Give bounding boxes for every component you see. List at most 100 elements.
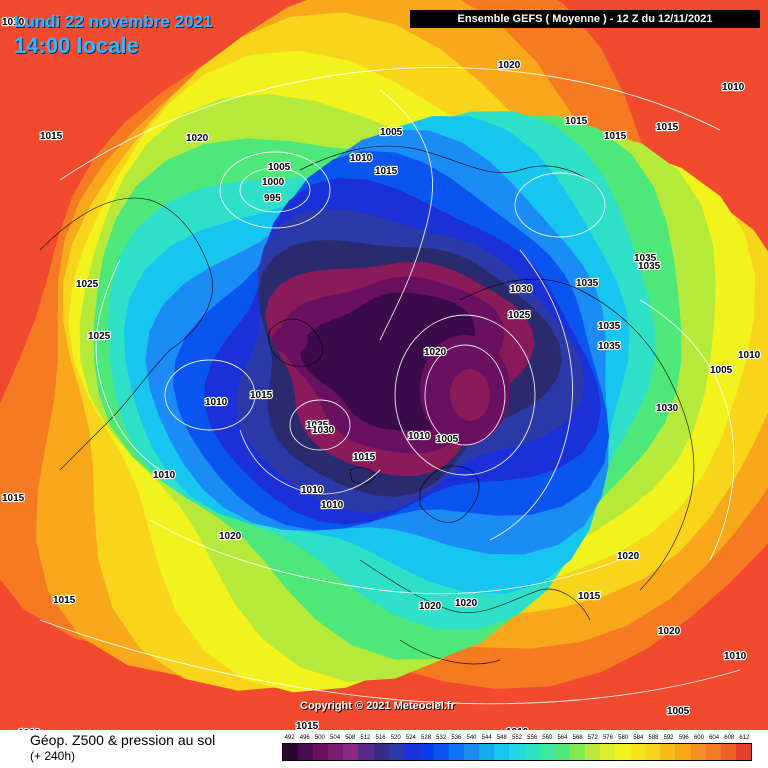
scale-tick-label: 596 bbox=[678, 735, 689, 741]
pressure-label: 1010 bbox=[506, 727, 529, 730]
scale-swatch bbox=[690, 744, 706, 760]
pressure-label: 1030 bbox=[312, 425, 335, 436]
scale-tick-label: 600 bbox=[693, 735, 704, 741]
scale-tick-label: 588 bbox=[648, 735, 659, 741]
copyright-notice: Copyright © 2021 Meteociel.fr bbox=[300, 700, 455, 712]
pressure-label: 1005 bbox=[268, 162, 291, 173]
scale-swatch bbox=[298, 744, 314, 760]
scale-swatch bbox=[584, 744, 600, 760]
scale-swatch bbox=[509, 744, 525, 760]
map-area: 1010 1015 1020 1020 1005 1005 1000 995 1010 1015 1… bbox=[0, 0, 768, 730]
pressure-label: 1025 bbox=[76, 279, 99, 290]
coastline-siberia bbox=[299, 145, 601, 191]
scale-tick-label: 528 bbox=[421, 735, 432, 741]
scale-tick-label: 504 bbox=[330, 735, 341, 741]
scale-swatch bbox=[645, 744, 661, 760]
coastline-greenland bbox=[268, 318, 323, 367]
pressure-label: 1035 bbox=[306, 420, 329, 431]
pressure-label: 1035 bbox=[638, 261, 661, 272]
pressure-label: 1030 bbox=[656, 403, 679, 414]
scale-tick-label: 536 bbox=[451, 735, 462, 741]
pressure-label: 1010 bbox=[153, 470, 176, 481]
scale-tick-label: 512 bbox=[360, 735, 371, 741]
scale-swatch bbox=[358, 744, 374, 760]
scale-swatch bbox=[388, 744, 404, 760]
scale-swatch bbox=[705, 744, 721, 760]
pressure-label: 1020 bbox=[498, 60, 521, 71]
pressure-label: 995 bbox=[264, 193, 281, 204]
legend-bar: Géop. Z500 & pression au sol (+ 240h) 49… bbox=[0, 730, 768, 768]
pressure-label: 1010 bbox=[350, 153, 373, 164]
scale-swatch bbox=[433, 744, 450, 760]
scale-tick-label: 532 bbox=[436, 735, 447, 741]
pressure-label: 1015 bbox=[2, 493, 25, 504]
forecast-date: Lundi 22 novembre 2021 bbox=[14, 12, 213, 31]
scale-tick-label: 524 bbox=[405, 735, 416, 741]
scale-tick-label: 560 bbox=[542, 735, 553, 741]
pressure-label: 1020 bbox=[219, 531, 242, 542]
scale-tick-label: 584 bbox=[633, 735, 644, 741]
model-run-label: Ensemble GEFS ( Moyenne ) - 12 Z du 12/1… bbox=[410, 10, 760, 28]
scale-tick-label: 508 bbox=[345, 735, 356, 741]
scale-tick-label: 576 bbox=[602, 735, 613, 741]
pressure-label: 1010 bbox=[724, 651, 747, 662]
pressure-label: 1015 bbox=[375, 166, 398, 177]
pressure-label: 1035 bbox=[634, 253, 657, 264]
variable-title: Géop. Z500 & pression au sol bbox=[30, 732, 216, 748]
coastline-north-america bbox=[39, 197, 213, 471]
scale-tick-label: 604 bbox=[709, 735, 720, 741]
scale-swatch bbox=[569, 744, 585, 760]
pressure-label: 1015 bbox=[656, 122, 679, 133]
pressure-label: 1015 bbox=[296, 721, 319, 730]
pressure-label: 1005 bbox=[667, 706, 690, 717]
geopotential-bands bbox=[0, 0, 768, 730]
scale-swatch bbox=[494, 744, 510, 760]
scale-swatch bbox=[373, 744, 389, 760]
coastline-europe bbox=[359, 559, 591, 665]
scale-swatch bbox=[403, 744, 419, 760]
low-core-2 bbox=[450, 369, 490, 421]
scale-swatch bbox=[313, 744, 329, 760]
coastline-iceland bbox=[349, 467, 376, 485]
pressure-label: 1005 bbox=[436, 434, 459, 445]
low-core-1 bbox=[272, 326, 308, 354]
pressure-label: 1015 bbox=[578, 591, 601, 602]
scale-swatch bbox=[479, 744, 495, 760]
scale-tick-label: 568 bbox=[572, 735, 583, 741]
isobars bbox=[39, 67, 741, 705]
pressure-label: 1025 bbox=[88, 331, 111, 342]
pressure-label: 1035 bbox=[576, 278, 599, 289]
scale-tick-label: 552 bbox=[511, 735, 523, 741]
pressure-label: 1020 bbox=[419, 601, 442, 612]
pressure-label: 1015 bbox=[53, 595, 76, 606]
pressure-label: 1005 bbox=[710, 365, 733, 376]
pressure-label: 1015 bbox=[565, 116, 588, 127]
scale-tick-label: 492 bbox=[284, 735, 295, 741]
scale-swatch bbox=[554, 744, 570, 760]
scale-swatch bbox=[418, 744, 434, 760]
coastline-scandinavia bbox=[419, 465, 480, 523]
pressure-label: 1010 bbox=[301, 485, 324, 496]
scale-swatch bbox=[464, 744, 480, 760]
pressure-label: 1015 bbox=[40, 131, 63, 142]
scale-swatch bbox=[328, 744, 344, 760]
scale-labels: 492 496 500 504 508 512 516 520 524 528 532 536 540 5… bbox=[282, 735, 752, 745]
scale-tick-label: 520 bbox=[390, 735, 401, 741]
scale-tick-label: 544 bbox=[481, 735, 492, 741]
scale-tick-label: 608 bbox=[724, 735, 735, 741]
scale-swatch bbox=[675, 744, 691, 760]
pressure-label: 1035 bbox=[598, 321, 621, 332]
scale-tick-label: 516 bbox=[375, 735, 386, 741]
pressure-label: 1015 bbox=[353, 452, 376, 463]
scale-swatch bbox=[343, 744, 359, 760]
pressure-label: 1020 bbox=[658, 626, 681, 637]
pressure-label: 1010 bbox=[321, 500, 344, 511]
pressure-label: 1000 bbox=[262, 177, 285, 188]
pressure-label: 1010 bbox=[738, 350, 761, 361]
scale-tick-label: 612 bbox=[739, 735, 750, 741]
lead-time: (+ 240h) bbox=[30, 749, 76, 763]
scale-swatch bbox=[449, 744, 465, 760]
scale-tick-label: 580 bbox=[618, 735, 629, 741]
